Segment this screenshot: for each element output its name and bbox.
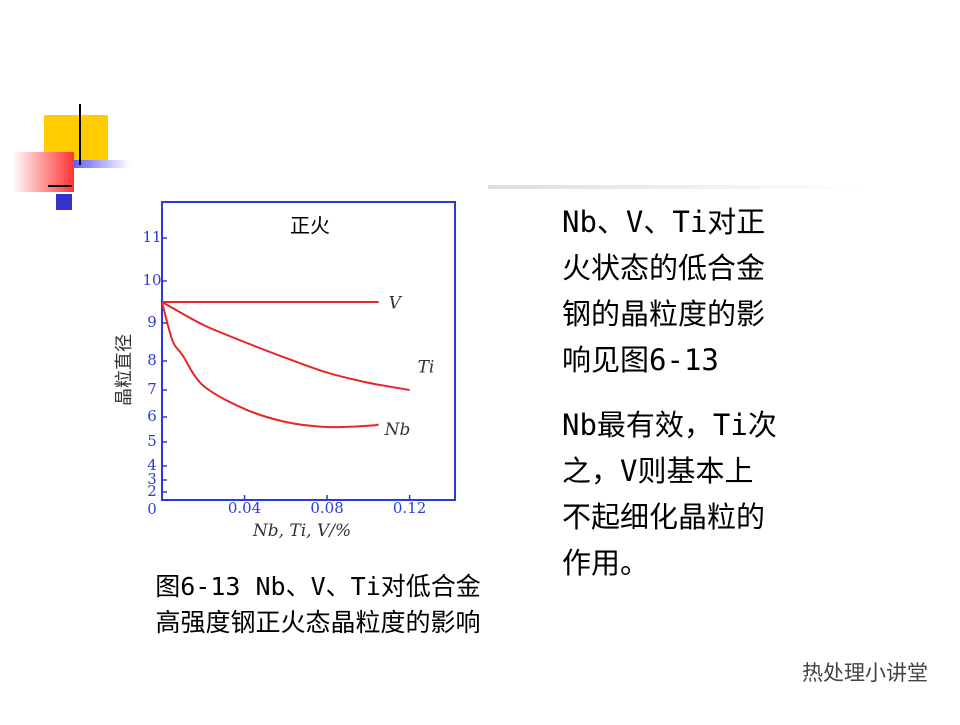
series-line bbox=[161, 301, 379, 429]
y-tick-label: 0 bbox=[147, 500, 157, 518]
x-tick-label: 0.12 bbox=[393, 499, 426, 517]
y-tick-label: 11 bbox=[142, 228, 161, 246]
x-tick-label: 0.04 bbox=[228, 499, 261, 517]
y-tick-label: 9 bbox=[147, 313, 157, 331]
y-tick-label: 6 bbox=[147, 407, 157, 425]
series-line bbox=[161, 301, 410, 391]
paragraph-line: 作用。 bbox=[562, 546, 649, 580]
paragraph-line: 之，V则基本上 bbox=[562, 454, 753, 488]
paragraph-line: 响见图6-13 bbox=[562, 343, 719, 377]
y-tick-label: 7 bbox=[147, 380, 157, 398]
paragraph-line: Nb、V、Ti对正 bbox=[562, 205, 765, 239]
x-axis-label: Nb, Ti, V/% bbox=[252, 521, 351, 541]
y-tick-label: 5 bbox=[147, 432, 157, 450]
series-label: Nb bbox=[384, 420, 411, 440]
paragraph-line: 火状态的低合金 bbox=[562, 251, 765, 285]
x-tick-label: 0.08 bbox=[310, 499, 343, 517]
y-tick-label: 2 bbox=[147, 482, 157, 500]
series-label: V bbox=[389, 294, 403, 314]
paragraph-line: Nb最有效，Ti次 bbox=[562, 408, 777, 442]
decoration bbox=[12, 104, 868, 210]
watermark: 热处理小讲堂 bbox=[802, 661, 928, 685]
series-label: Ti bbox=[418, 358, 435, 378]
chart-title: 正火 bbox=[290, 214, 330, 238]
y-tick-label: 10 bbox=[142, 271, 161, 289]
y-tick-label: 3 bbox=[147, 470, 157, 488]
y-axis-label: 晶粒直径 bbox=[114, 334, 135, 406]
y-tick-label: 4 bbox=[147, 456, 157, 474]
paragraph-line: 钢的晶粒度的影 bbox=[562, 297, 765, 331]
y-tick-label: 8 bbox=[147, 351, 157, 369]
caption-line: 图6-13 Nb、V、Ti对低合金 bbox=[155, 572, 481, 601]
paragraph-line: 不起细化晶粒的 bbox=[562, 500, 765, 534]
caption-line: 高强度钢正火态晶粒度的影响 bbox=[155, 608, 480, 637]
plot-frame bbox=[161, 201, 456, 501]
